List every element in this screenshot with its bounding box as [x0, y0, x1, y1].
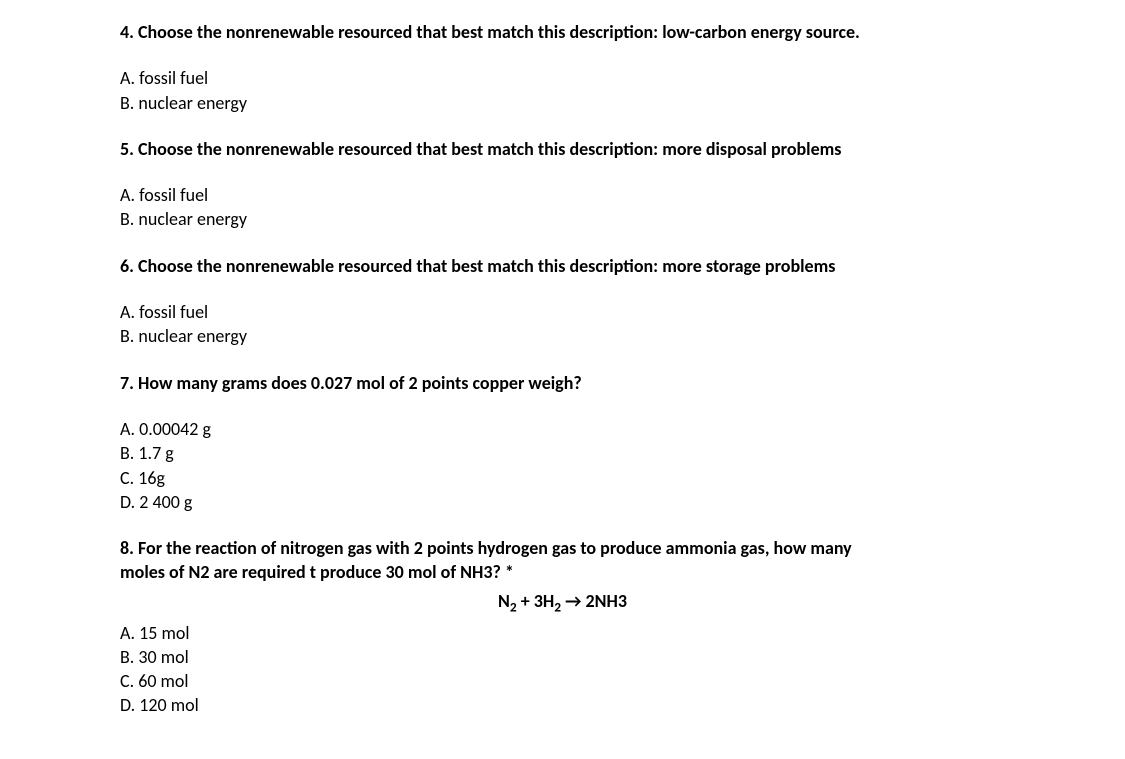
question-4: 4. Choose the nonrenewable resourced tha… [120, 20, 1005, 115]
question-8: 8. For the reaction of nitrogen gas with… [120, 536, 1005, 718]
question-6: 6. Choose the nonrenewable resourced tha… [120, 254, 1005, 349]
question-4-options: A. fossil fuel B. nuclear energy [120, 66, 1005, 115]
question-7-option-a: A. 0.00042 g [120, 417, 1005, 441]
question-8-title-line1: 8. For the reaction of nitrogen gas with… [120, 537, 852, 559]
question-8-options: A. 15 mol B. 30 mol C. 60 mol D. 120 mol [120, 621, 1005, 718]
question-6-title: 6. Choose the nonrenewable resourced tha… [120, 254, 1005, 278]
question-6-option-a: A. fossil fuel [120, 300, 1005, 324]
question-8-option-a: A. 15 mol [120, 621, 1005, 645]
question-8-option-d: D. 120 mol [120, 693, 1005, 717]
question-8-option-b: B. 30 mol [120, 645, 1005, 669]
question-5: 5. Choose the nonrenewable resourced tha… [120, 137, 1005, 232]
question-8-equation: N2 + 3H2 → 2NH3 [120, 589, 1005, 617]
question-5-options: A. fossil fuel B. nuclear energy [120, 183, 1005, 232]
question-7: 7. How many grams does 0.027 mol of 2 po… [120, 371, 1005, 514]
question-4-title: 4. Choose the nonrenewable resourced tha… [120, 20, 1005, 44]
question-8-title: 8. For the reaction of nitrogen gas with… [120, 536, 1005, 585]
question-8-option-c: C. 60 mol [120, 669, 1005, 693]
question-5-option-a: A. fossil fuel [120, 183, 1005, 207]
question-5-option-b: B. nuclear energy [120, 207, 1005, 231]
question-6-option-b: B. nuclear energy [120, 324, 1005, 348]
question-4-option-b: B. nuclear energy [120, 91, 1005, 115]
question-7-options: A. 0.00042 g B. 1.7 g C. 16g D. 2 400 g [120, 417, 1005, 514]
question-7-option-c: C. 16g [120, 466, 1005, 490]
question-4-option-a: A. fossil fuel [120, 66, 1005, 90]
question-6-options: A. fossil fuel B. nuclear energy [120, 300, 1005, 349]
question-5-title: 5. Choose the nonrenewable resourced tha… [120, 137, 1005, 161]
question-7-option-b: B. 1.7 g [120, 441, 1005, 465]
question-8-title-line2: moles of N2 are required t produce 30 mo… [120, 561, 514, 583]
question-7-title: 7. How many grams does 0.027 mol of 2 po… [120, 371, 1005, 395]
question-7-option-d: D. 2 400 g [120, 490, 1005, 514]
